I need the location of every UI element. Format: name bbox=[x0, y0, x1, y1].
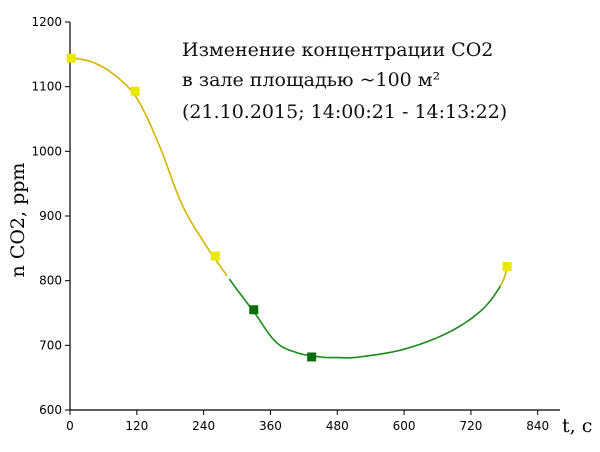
x-tick-label: 600 bbox=[393, 419, 416, 433]
x-tick-label: 360 bbox=[259, 419, 282, 433]
data-point-marker bbox=[502, 261, 512, 271]
x-tick-label: 240 bbox=[192, 419, 215, 433]
y-tick-label: 1100 bbox=[31, 80, 62, 94]
x-tick-label: 840 bbox=[526, 419, 549, 433]
x-tick-label: 120 bbox=[125, 419, 148, 433]
data-point-marker bbox=[249, 305, 259, 315]
y-tick-label: 1000 bbox=[31, 144, 62, 158]
title-line-1: Изменение концентрации CO2 bbox=[182, 39, 493, 61]
x-tick-label: 0 bbox=[66, 419, 74, 433]
y-ticks: 600 700 800 900 1000 1100 1200 bbox=[31, 15, 70, 417]
x-tick-label: 480 bbox=[326, 419, 349, 433]
y-tick-label: 700 bbox=[39, 338, 62, 352]
y-axis-title: n CO2, ppm bbox=[7, 163, 29, 278]
y-tick-label: 600 bbox=[39, 403, 62, 417]
title-line-2: в зале площадью ~100 м² bbox=[182, 69, 440, 91]
x-tick-label: 720 bbox=[459, 419, 482, 433]
y-tick-label: 1200 bbox=[31, 15, 62, 29]
data-point-marker bbox=[210, 251, 220, 261]
y-tick-label: 800 bbox=[39, 274, 62, 288]
x-ticks: 0 120 240 360 480 600 720 840 bbox=[66, 410, 549, 433]
data-point-marker bbox=[307, 352, 317, 362]
data-point-marker bbox=[130, 86, 140, 96]
chart-title: Изменение концентрации CO2 в зале площад… bbox=[182, 39, 507, 123]
x-axis-title: t, c bbox=[562, 415, 592, 437]
fit-curve-segment bbox=[69, 56, 228, 277]
title-line-3: (21.10.2015; 14:00:21 - 14:13:22) bbox=[182, 101, 507, 123]
data-point-marker bbox=[66, 53, 76, 63]
data-points bbox=[66, 53, 512, 362]
y-tick-label: 900 bbox=[39, 209, 62, 223]
fit-curve-segment bbox=[228, 278, 502, 359]
